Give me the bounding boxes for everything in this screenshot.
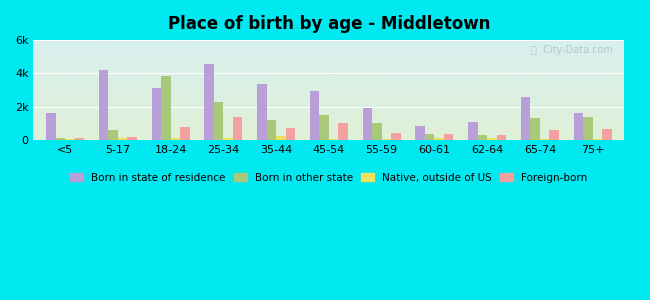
Bar (425, 134, 434, 140)
Bar (574, 112, 583, 140)
Bar (319, 115, 329, 140)
Bar (444, 134, 454, 140)
Bar (339, 123, 348, 140)
Bar (329, 139, 339, 140)
Bar (233, 117, 242, 140)
Bar (266, 120, 276, 140)
Bar (372, 123, 382, 140)
Bar (602, 129, 612, 140)
Bar (214, 102, 224, 140)
Bar (363, 108, 372, 140)
Bar (382, 139, 391, 140)
Legend: Born in state of residence, Born in other state, Native, outside of US, Foreign-: Born in state of residence, Born in othe… (66, 169, 592, 187)
Bar (257, 84, 266, 140)
Bar (285, 128, 295, 140)
Bar (109, 130, 118, 140)
Bar (593, 139, 602, 140)
Bar (521, 97, 530, 140)
Bar (204, 64, 214, 140)
Bar (180, 127, 190, 140)
Bar (127, 137, 137, 140)
Bar (310, 91, 319, 140)
Bar (391, 134, 400, 140)
Bar (151, 88, 161, 140)
Text: ⓘ  City-Data.com: ⓘ City-Data.com (530, 45, 612, 55)
Bar (65, 139, 75, 140)
Bar (118, 138, 127, 140)
Bar (497, 135, 506, 140)
Bar (583, 117, 593, 140)
Bar (75, 138, 84, 140)
Bar (434, 138, 444, 140)
Bar (540, 139, 549, 140)
Bar (99, 70, 109, 140)
Bar (224, 138, 233, 140)
Bar (530, 118, 540, 140)
Bar (161, 76, 171, 140)
Bar (487, 138, 497, 140)
Bar (415, 126, 425, 140)
Title: Place of birth by age - Middletown: Place of birth by age - Middletown (168, 15, 490, 33)
Bar (276, 136, 285, 140)
Bar (478, 135, 487, 140)
Bar (549, 130, 559, 140)
Bar (46, 112, 56, 140)
Bar (468, 122, 478, 140)
Bar (171, 138, 180, 140)
Bar (56, 138, 65, 140)
